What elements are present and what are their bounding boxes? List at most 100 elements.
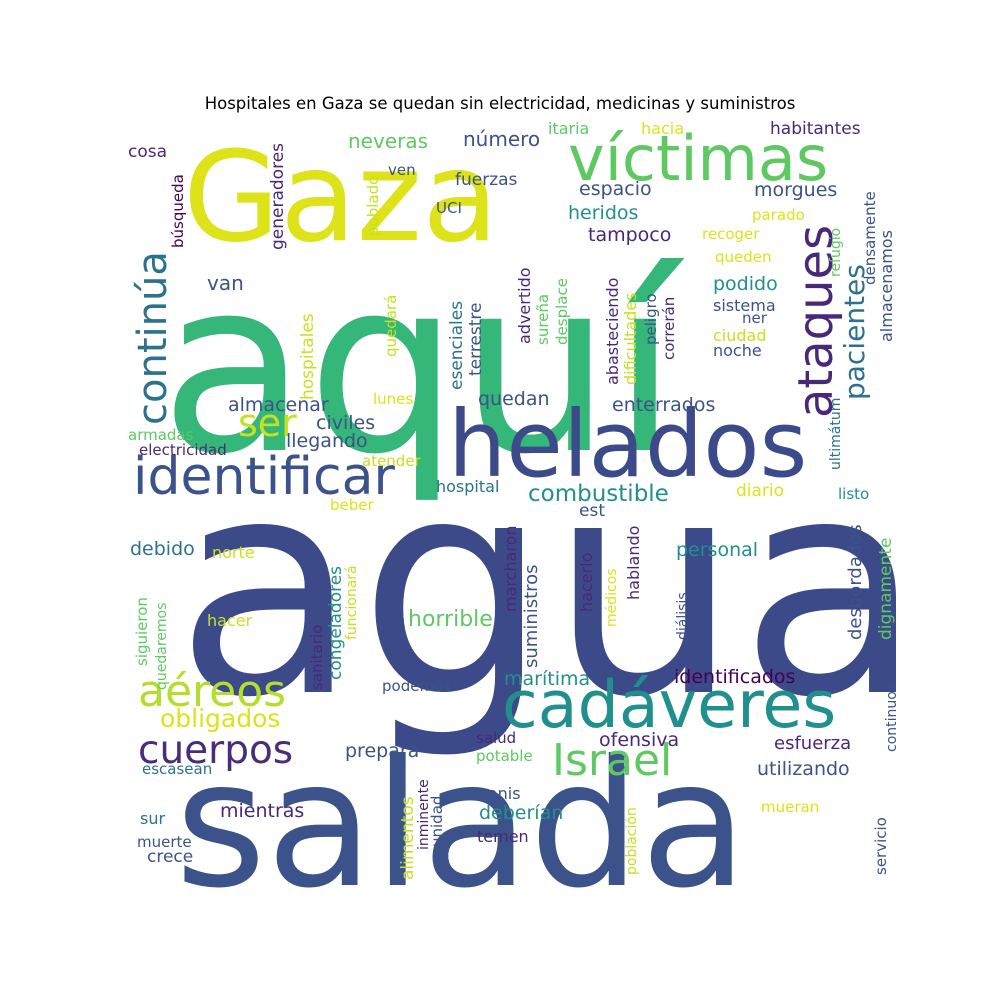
cloud-word: obligados: [160, 704, 280, 733]
cloud-word: utilizando: [757, 758, 850, 780]
cloud-word: potable: [476, 747, 533, 765]
cloud-word: lunes: [373, 390, 413, 408]
cloud-word: cosa: [128, 142, 167, 162]
cloud-word: suministros: [521, 564, 542, 668]
cloud-word: salud: [476, 729, 516, 747]
cloud-word: funcionará: [344, 565, 360, 640]
cloud-word: debido: [130, 538, 195, 560]
cloud-word: terrestre: [466, 303, 486, 377]
cloud-word: dignamente: [876, 538, 896, 640]
cloud-word: sur: [140, 809, 165, 828]
cloud-word: abasteciendo: [603, 278, 622, 385]
cloud-word: prepara: [345, 740, 419, 762]
cloud-word: población: [624, 807, 640, 875]
cloud-word: noche: [713, 341, 762, 360]
cloud-word: desplace: [553, 278, 571, 345]
cloud-word: ser: [238, 401, 297, 445]
cloud-word: advertido: [515, 267, 534, 344]
cloud-word: UCI: [436, 199, 462, 217]
cloud-word: deberían: [479, 802, 563, 824]
cloud-word: crece: [147, 847, 193, 867]
cloud-word: generadores: [268, 143, 288, 250]
cloud-word: espacio: [579, 178, 652, 200]
cloud-word: podido: [713, 273, 778, 295]
cloud-word: temen: [477, 827, 529, 846]
cloud-word: aquí: [160, 227, 686, 507]
cloud-word: diálisis: [675, 592, 691, 640]
cloud-word: número: [463, 127, 540, 151]
cloud-word: listo: [838, 485, 869, 503]
cloud-word: podemos: [382, 677, 451, 695]
cloud-word: armadas: [128, 426, 194, 444]
cloud-word: canis: [479, 784, 521, 803]
cloud-word: muerte: [137, 833, 192, 851]
cloud-word: diario: [736, 481, 784, 501]
cloud-word: continuos: [884, 684, 900, 752]
cloud-word: quedan: [478, 388, 550, 410]
cloud-word: mientras: [220, 800, 304, 822]
cloud-word: médicos: [604, 568, 620, 627]
cloud-word: continúa: [130, 251, 176, 425]
cloud-word: almacenar: [228, 394, 329, 416]
cloud-word: marcharon: [501, 525, 520, 612]
cloud-word: combustible: [528, 481, 669, 507]
cloud-word: hacia: [641, 119, 684, 138]
cloud-word: pacientes: [838, 264, 871, 400]
cloud-word: ofensiva: [599, 729, 679, 751]
cloud-word: electricidad: [139, 441, 227, 459]
cloud-word: ner: [742, 309, 768, 327]
cloud-word: quedaremos: [154, 603, 170, 690]
cloud-word: sistema: [713, 296, 776, 315]
cloud-word: personal: [676, 539, 758, 561]
cloud-word: marítima: [504, 668, 590, 690]
cloud-word: morgues: [754, 179, 837, 201]
cloud-word: correrán: [660, 297, 678, 360]
cloud-word: ciudad: [713, 326, 767, 345]
figure-title: Hospitales en Gaza se quedan sin electri…: [204, 94, 796, 113]
cloud-word: siguieron: [133, 597, 151, 666]
cloud-word: víctimas: [568, 122, 828, 195]
cloud-word: congeladores: [326, 566, 346, 680]
cloud-word: refugio: [828, 228, 844, 277]
cloud-word: densamente: [861, 191, 879, 285]
cloud-word: norte: [212, 543, 255, 562]
cloud-word: recoger: [702, 225, 760, 243]
cloud-word: salada: [175, 724, 748, 927]
cloud-word: sureña: [534, 294, 552, 345]
cloud-word: desbordados: [845, 524, 866, 640]
cloud-word: helados: [448, 391, 807, 498]
cloud-word: ataques: [788, 225, 844, 418]
cloud-word: peligro: [642, 293, 660, 345]
cloud-word: hospitales: [298, 313, 318, 400]
cloud-word: quedará: [382, 295, 400, 357]
cloud-word: aéreos: [138, 666, 286, 717]
cloud-word: itaria: [548, 119, 589, 138]
cloud-word: fuerzas: [455, 170, 518, 190]
cloud-word: hacer: [207, 611, 253, 630]
cloud-word: inminente: [416, 779, 432, 850]
cloud-word: búsqueda: [169, 174, 187, 248]
cloud-word: esenciales: [447, 301, 467, 390]
cloud-word: ultimátum: [828, 398, 844, 470]
cloud-word: est: [579, 501, 605, 521]
cloud-word: identificar: [133, 447, 395, 507]
cloud-word: atender: [362, 452, 422, 470]
cloud-word: parado: [752, 206, 805, 224]
cloud-word: mueran: [761, 798, 819, 816]
cloud-word: ven: [388, 161, 416, 179]
cloud-word: enterrados: [612, 394, 715, 416]
cloud-word: beber: [330, 496, 375, 514]
cloud-word: civiles: [316, 412, 375, 434]
cloud-word: identificados: [674, 666, 795, 688]
cloud-word: llegando: [286, 430, 368, 452]
cloud-word: neveras: [348, 129, 428, 153]
cloud-word: hospital: [436, 477, 499, 496]
cloud-word: van: [207, 271, 244, 295]
cloud-word: dificultades: [621, 293, 640, 385]
cloud-word: horrible: [408, 607, 493, 632]
cloud-word: Israel: [552, 735, 672, 786]
cloud-word: tampoco: [588, 224, 671, 246]
cloud-word: servicio: [872, 817, 890, 875]
cloud-word: queden: [715, 248, 772, 266]
